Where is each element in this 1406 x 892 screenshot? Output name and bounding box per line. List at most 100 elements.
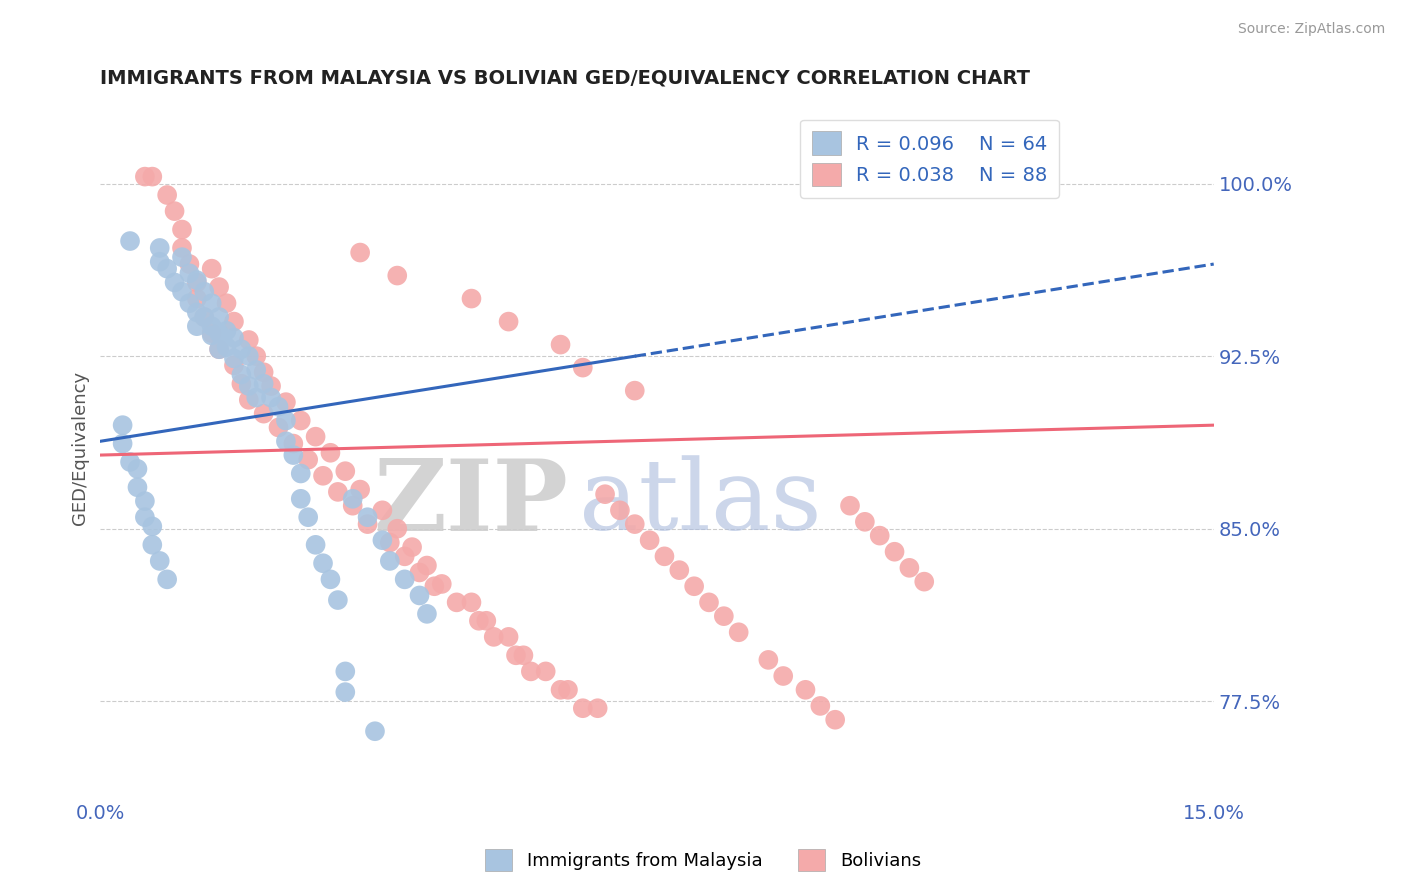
Point	[208, 326, 231, 340]
Point	[149, 241, 172, 255]
Point	[883, 545, 905, 559]
Point	[201, 328, 224, 343]
Point	[430, 577, 453, 591]
Point	[253, 365, 276, 379]
Point	[245, 363, 267, 377]
Point	[572, 701, 595, 715]
Point	[156, 572, 179, 586]
Point	[520, 665, 543, 679]
Point	[274, 395, 297, 409]
Point	[482, 630, 505, 644]
Point	[371, 533, 394, 548]
Point	[512, 648, 534, 663]
Y-axis label: GED/Equivalency: GED/Equivalency	[72, 371, 89, 525]
Point	[111, 418, 134, 433]
Point	[208, 342, 231, 356]
Point	[201, 261, 224, 276]
Point	[149, 554, 172, 568]
Point	[179, 266, 201, 280]
Point	[460, 595, 482, 609]
Point	[170, 222, 193, 236]
Point	[170, 250, 193, 264]
Point	[290, 467, 312, 481]
Point	[118, 455, 141, 469]
Point	[312, 468, 335, 483]
Text: IMMIGRANTS FROM MALAYSIA VS BOLIVIAN GED/EQUIVALENCY CORRELATION CHART: IMMIGRANTS FROM MALAYSIA VS BOLIVIAN GED…	[100, 69, 1031, 87]
Point	[808, 698, 831, 713]
Point	[283, 436, 305, 450]
Point	[208, 280, 231, 294]
Point	[387, 522, 409, 536]
Point	[423, 579, 446, 593]
Point	[127, 480, 149, 494]
Text: Source: ZipAtlas.com: Source: ZipAtlas.com	[1237, 22, 1385, 37]
Point	[839, 499, 862, 513]
Point	[312, 556, 335, 570]
Point	[297, 452, 319, 467]
Point	[238, 379, 260, 393]
Point	[253, 407, 276, 421]
Point	[824, 713, 846, 727]
Point	[364, 724, 387, 739]
Point	[356, 510, 378, 524]
Point	[586, 701, 609, 715]
Point	[794, 682, 817, 697]
Point	[356, 517, 378, 532]
Point	[498, 630, 520, 644]
Point	[304, 538, 326, 552]
Point	[623, 517, 645, 532]
Point	[149, 254, 172, 268]
Point	[193, 285, 215, 299]
Point	[274, 434, 297, 449]
Point	[654, 549, 676, 564]
Point	[498, 315, 520, 329]
Point	[550, 682, 572, 697]
Point	[186, 319, 208, 334]
Point	[179, 257, 201, 271]
Point	[156, 188, 179, 202]
Point	[713, 609, 735, 624]
Point	[215, 340, 238, 354]
Point	[468, 614, 491, 628]
Point	[912, 574, 935, 589]
Point	[118, 234, 141, 248]
Point	[349, 483, 371, 497]
Point	[683, 579, 706, 593]
Point	[349, 245, 371, 260]
Point	[550, 337, 572, 351]
Point	[394, 572, 416, 586]
Point	[593, 487, 616, 501]
Point	[772, 669, 794, 683]
Point	[141, 169, 163, 184]
Point	[253, 376, 276, 391]
Point	[387, 268, 409, 283]
Point	[408, 566, 430, 580]
Point	[898, 561, 921, 575]
Point	[394, 549, 416, 564]
Point	[222, 359, 245, 373]
Point	[222, 351, 245, 366]
Point	[141, 538, 163, 552]
Point	[274, 413, 297, 427]
Point	[179, 296, 201, 310]
Point	[853, 515, 876, 529]
Point	[460, 292, 482, 306]
Point	[267, 420, 290, 434]
Point	[134, 510, 156, 524]
Point	[727, 625, 749, 640]
Point	[378, 554, 401, 568]
Point	[335, 685, 357, 699]
Point	[245, 391, 267, 405]
Point	[141, 519, 163, 533]
Point	[623, 384, 645, 398]
Point	[371, 503, 394, 517]
Point	[231, 368, 253, 382]
Point	[231, 342, 253, 356]
Legend: R = 0.096    N = 64, R = 0.038    N = 88: R = 0.096 N = 64, R = 0.038 N = 88	[800, 120, 1059, 198]
Point	[201, 296, 224, 310]
Point	[222, 315, 245, 329]
Legend: Immigrants from Malaysia, Bolivians: Immigrants from Malaysia, Bolivians	[478, 842, 928, 879]
Point	[111, 436, 134, 450]
Point	[127, 462, 149, 476]
Point	[475, 614, 498, 628]
